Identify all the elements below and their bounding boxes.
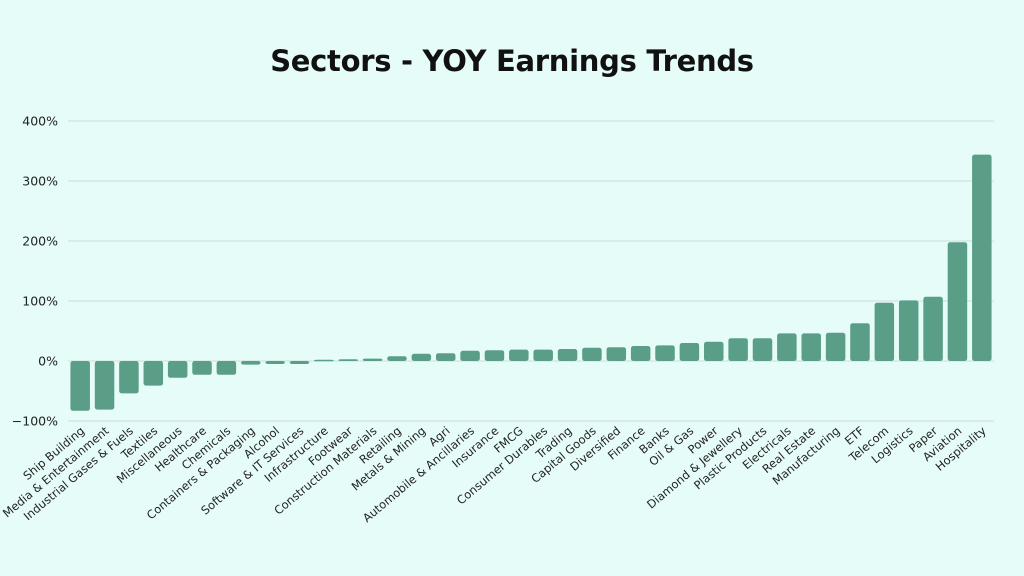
bar — [704, 341, 724, 361]
y-tick-label: 300% — [22, 174, 58, 189]
y-tick-label: −100% — [12, 414, 58, 429]
bar — [606, 347, 627, 361]
bar — [484, 350, 505, 361]
bar — [70, 361, 90, 411]
bar — [167, 361, 188, 378]
bar — [874, 302, 895, 361]
bars — [70, 154, 992, 411]
bar — [972, 154, 992, 361]
bar — [923, 296, 943, 361]
bar — [582, 347, 602, 361]
chart-title: Sectors - YOY Earnings Trends — [270, 44, 754, 78]
bar — [947, 242, 968, 361]
bar — [387, 356, 407, 361]
bar — [265, 361, 285, 364]
bar — [728, 338, 748, 361]
bar — [94, 361, 115, 410]
bar — [557, 349, 578, 361]
y-tick-label: 200% — [22, 234, 58, 249]
bar — [509, 349, 529, 361]
bar — [192, 361, 212, 375]
bar — [801, 333, 821, 361]
bar — [752, 338, 773, 361]
bar — [825, 332, 846, 361]
bar — [679, 343, 700, 361]
bar — [143, 361, 164, 386]
bar — [362, 358, 383, 361]
y-tick-label: 400% — [22, 114, 58, 129]
bar — [314, 359, 334, 362]
y-tick-label: 100% — [22, 294, 58, 309]
bar — [119, 361, 139, 394]
bar — [533, 349, 553, 361]
y-axis-ticks: −100% 0% 100% 200% 300% 400% — [12, 114, 58, 429]
bar — [289, 361, 310, 364]
bar — [411, 353, 432, 361]
x-category-label: Media & Entertainment — [0, 423, 112, 520]
bar — [216, 361, 237, 375]
gridlines — [68, 120, 994, 422]
bar — [655, 345, 675, 361]
bar — [777, 333, 797, 361]
bar — [850, 323, 870, 361]
bar — [898, 300, 919, 361]
bar — [460, 350, 480, 361]
bar — [435, 353, 456, 361]
bar — [338, 359, 358, 361]
bar — [630, 346, 651, 361]
y-tick-label: 0% — [38, 354, 58, 369]
bar — [241, 361, 261, 365]
